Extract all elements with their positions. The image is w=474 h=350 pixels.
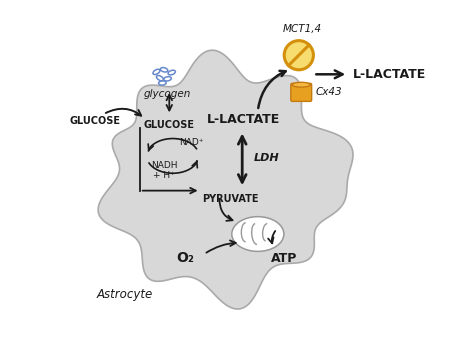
Text: GLUCOSE: GLUCOSE	[144, 120, 195, 130]
Text: O₂: O₂	[176, 251, 194, 265]
Ellipse shape	[292, 82, 310, 87]
Text: NADH
+ H⁺: NADH + H⁺	[151, 161, 177, 180]
Text: PYRUVATE: PYRUVATE	[202, 194, 259, 204]
Circle shape	[284, 41, 313, 70]
FancyBboxPatch shape	[291, 83, 311, 102]
Text: Astrocyte: Astrocyte	[96, 288, 153, 301]
Text: ATP: ATP	[271, 252, 297, 265]
Text: L-LACTATE: L-LACTATE	[207, 113, 281, 126]
Text: glycogen: glycogen	[143, 89, 191, 99]
Ellipse shape	[232, 217, 284, 251]
Polygon shape	[98, 50, 353, 309]
Text: NAD⁺: NAD⁺	[180, 138, 204, 147]
Text: MCT1,4: MCT1,4	[283, 24, 322, 34]
Text: L-LACTATE: L-LACTATE	[353, 68, 427, 81]
Text: GLUCOSE: GLUCOSE	[70, 116, 121, 126]
Text: LDH: LDH	[254, 153, 279, 163]
Text: Cx43: Cx43	[316, 88, 342, 97]
